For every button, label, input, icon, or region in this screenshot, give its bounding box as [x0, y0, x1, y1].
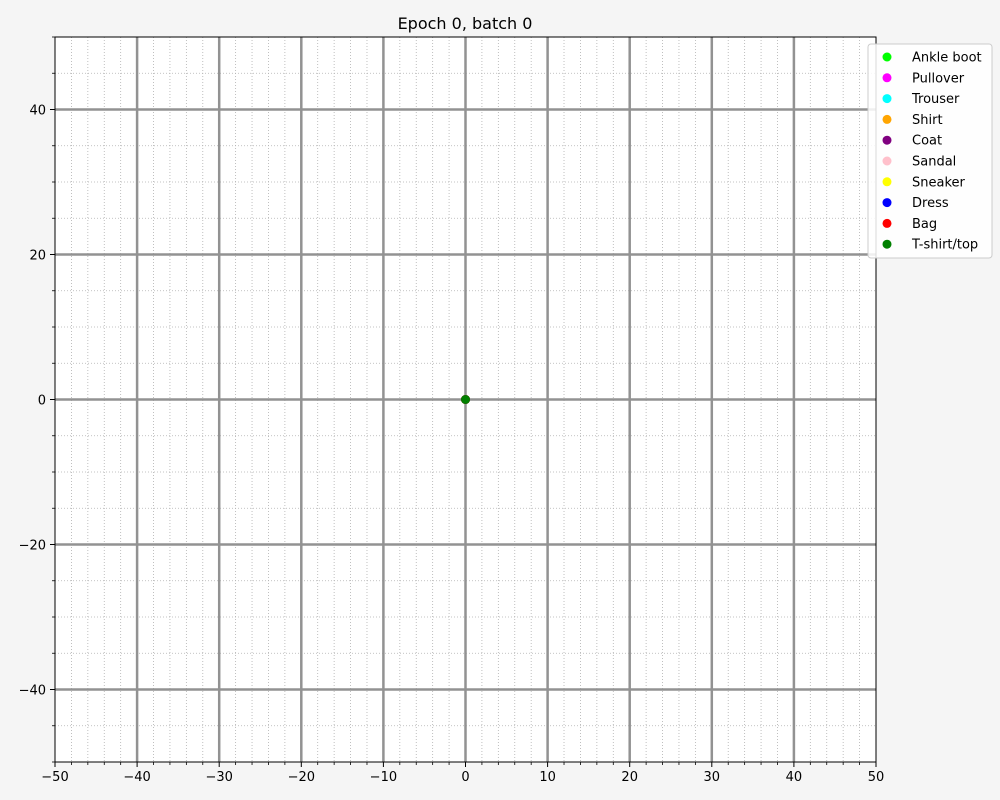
- legend: Ankle boot Pullover Trouser Shirt Coat Sandal…: [867, 43, 993, 259]
- legend-marker: [882, 218, 892, 228]
- x-tick-label: −50: [41, 770, 68, 785]
- x-tick-label: 10: [539, 770, 556, 785]
- legend-marker: [882, 52, 892, 62]
- legend-marker: [882, 239, 892, 249]
- y-axis-ticks: −40 −20 0 20 40: [19, 36, 55, 763]
- legend-marker: [882, 177, 892, 187]
- legend-marker: [882, 156, 892, 166]
- legend-label: T-shirt/top: [911, 238, 978, 253]
- legend-label: Pullover: [912, 71, 965, 86]
- x-tick-label: 50: [868, 770, 885, 785]
- y-tick-label: −40: [19, 684, 46, 699]
- y-tick-label: 0: [38, 394, 46, 409]
- minor-grid: [54, 36, 877, 763]
- x-tick-label: 30: [704, 770, 721, 785]
- legend-label: Bag: [912, 217, 937, 232]
- major-grid: [55, 37, 876, 762]
- y-tick-label: 20: [29, 249, 46, 264]
- legend-label: Sandal: [912, 155, 956, 170]
- y-tick-label: −20: [19, 539, 46, 554]
- legend-label: Ankle boot: [912, 51, 982, 66]
- legend-box: [867, 43, 993, 259]
- legend-label: Dress: [912, 196, 949, 211]
- x-axis-ticks: −50 −40 −30 −20 −10 0 10 20 30 40 50: [41, 762, 884, 785]
- x-tick-label: −10: [370, 770, 397, 785]
- chart-title: Epoch 0, batch 0: [398, 14, 533, 33]
- x-tick-label: −30: [205, 770, 232, 785]
- legend-label: Coat: [912, 134, 942, 149]
- x-tick-label: −20: [288, 770, 315, 785]
- legend-marker: [882, 135, 892, 145]
- y-tick-label: 40: [29, 104, 46, 119]
- legend-label: Shirt: [912, 113, 943, 128]
- legend-marker: [882, 114, 892, 124]
- legend-marker: [882, 198, 892, 208]
- legend-marker: [882, 73, 892, 83]
- legend-label: Sneaker: [912, 175, 966, 190]
- x-tick-label: 20: [621, 770, 638, 785]
- x-tick-label: −40: [123, 770, 150, 785]
- x-tick-label: 40: [786, 770, 803, 785]
- legend-label: Trouser: [911, 92, 960, 107]
- legend-marker: [882, 94, 892, 104]
- x-tick-label: 0: [461, 770, 469, 785]
- data-points: [461, 395, 470, 404]
- data-point: [461, 395, 470, 404]
